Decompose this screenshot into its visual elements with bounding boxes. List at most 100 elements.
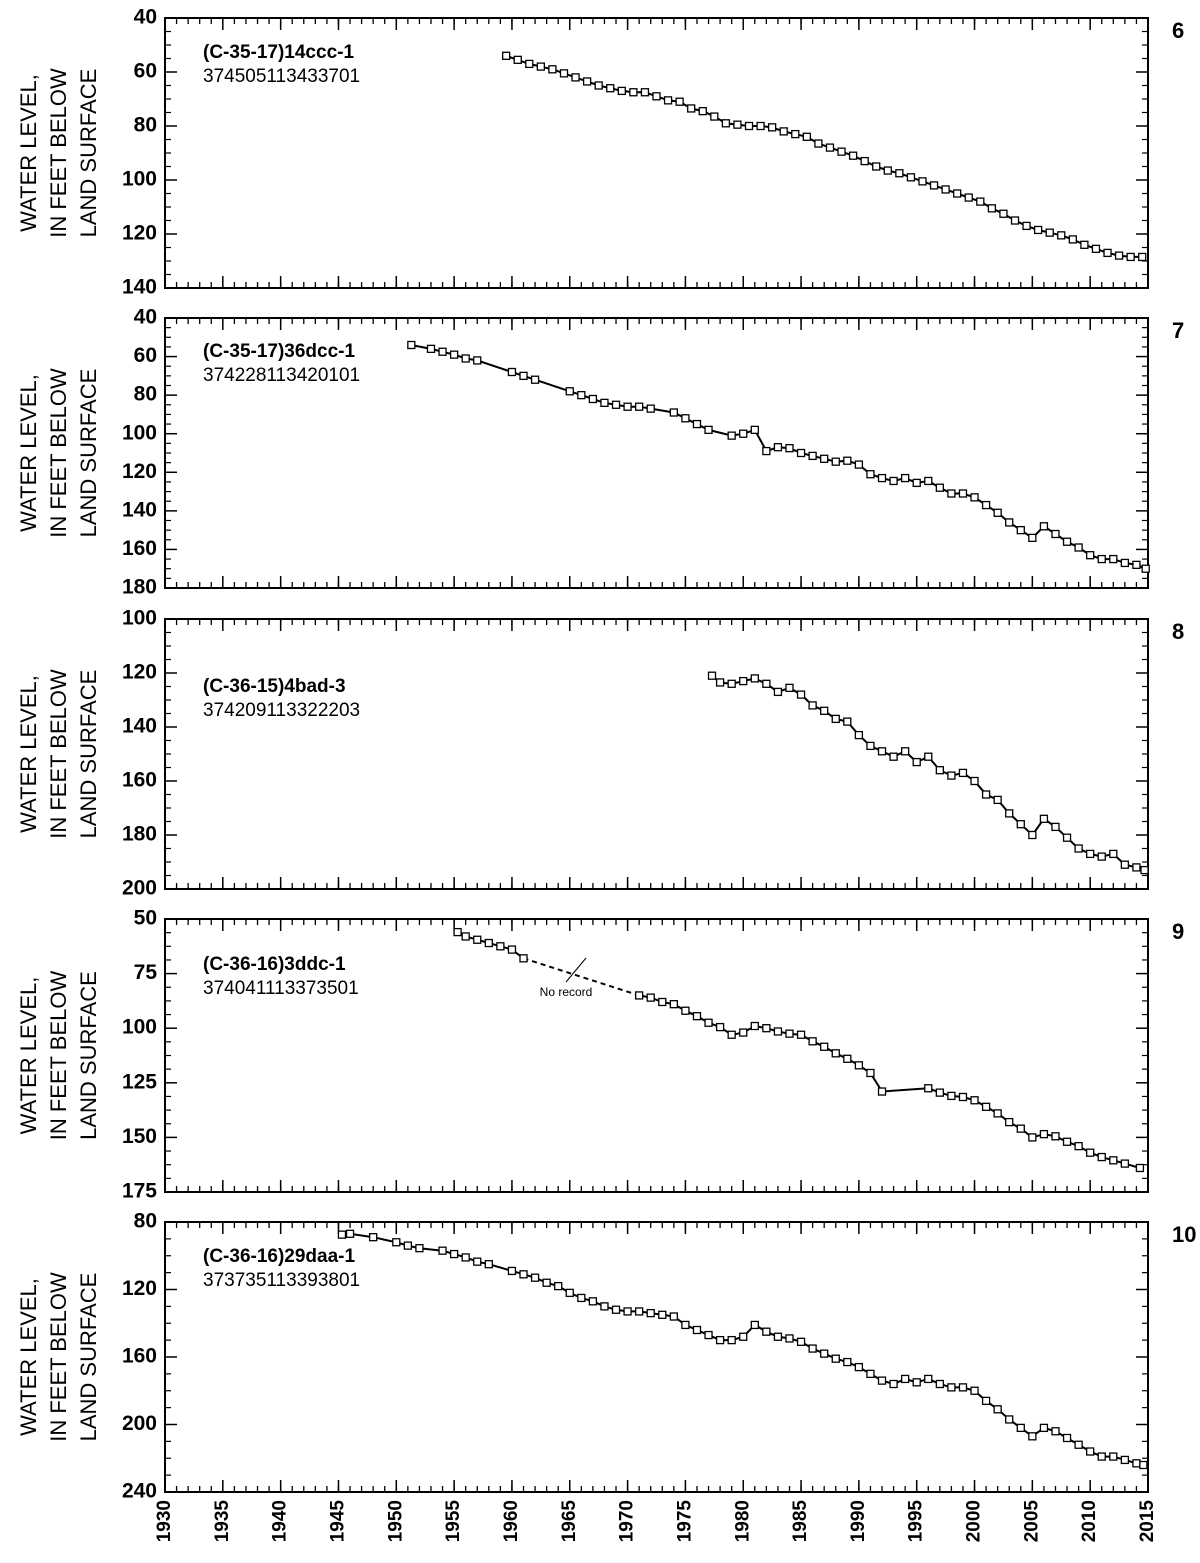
x-tick-label: 1990 xyxy=(848,1500,869,1542)
data-point xyxy=(964,193,973,202)
data-point xyxy=(762,1024,771,1033)
data-point xyxy=(658,997,667,1007)
data-point xyxy=(1109,1452,1118,1461)
data-point xyxy=(606,84,615,93)
data-point xyxy=(438,1246,447,1255)
data-point xyxy=(947,1383,956,1392)
data-point xyxy=(1005,1415,1014,1424)
data-point xyxy=(415,1244,424,1253)
data-point xyxy=(1057,231,1066,240)
data-point xyxy=(704,1330,713,1340)
data-point xyxy=(611,1305,621,1314)
x-tick-label: 2005 xyxy=(1021,1500,1042,1543)
data-point xyxy=(1097,1152,1106,1162)
data-point xyxy=(1120,558,1130,568)
data-point xyxy=(675,97,684,106)
data-point xyxy=(461,932,470,941)
data-point xyxy=(837,147,846,156)
data-point xyxy=(681,1006,690,1015)
data-point xyxy=(617,86,626,96)
data-point xyxy=(1086,1148,1095,1157)
well-name: (C-35-17)14ccc-1 xyxy=(203,42,354,63)
data-point xyxy=(1016,1423,1025,1433)
data-point xyxy=(750,674,759,683)
y-axis-label: WATER LEVEL, xyxy=(16,1278,41,1436)
data-point xyxy=(866,470,875,479)
site-id: 374041113373501 xyxy=(203,978,359,999)
data-point xyxy=(588,1297,598,1306)
data-point xyxy=(646,1308,655,1318)
data-point xyxy=(337,1230,347,1239)
data-point xyxy=(831,457,840,466)
y-tick-label: 140 xyxy=(122,498,157,521)
y-tick-label: 100 xyxy=(122,607,157,630)
data-point xyxy=(866,1369,875,1379)
data-point xyxy=(403,1241,413,1250)
data-point xyxy=(600,1302,609,1311)
data-point xyxy=(704,425,713,435)
data-point xyxy=(1074,543,1083,552)
data-point xyxy=(993,1109,1002,1118)
data-point xyxy=(750,1320,759,1330)
data-point xyxy=(1120,1455,1130,1465)
data-point xyxy=(530,1273,540,1282)
data-point xyxy=(808,1037,817,1046)
data-point xyxy=(877,1087,887,1096)
data-point xyxy=(912,757,921,767)
site-id: 374505113433701 xyxy=(203,66,360,87)
data-point xyxy=(1097,554,1106,564)
data-point xyxy=(453,927,462,937)
data-point xyxy=(958,1092,968,1102)
data-point xyxy=(1132,1459,1141,1468)
x-tick-label: 1995 xyxy=(906,1500,927,1543)
data-line xyxy=(411,344,1147,570)
data-point xyxy=(681,414,690,423)
data-point xyxy=(692,1325,702,1335)
data-point xyxy=(831,1354,840,1363)
data-point xyxy=(1120,860,1130,869)
data-point xyxy=(773,443,783,452)
data-point xyxy=(1039,522,1049,531)
data-point xyxy=(860,156,869,166)
data-point xyxy=(1114,251,1124,260)
data-point xyxy=(854,1362,864,1372)
data-point xyxy=(571,73,580,82)
y-axis-label: WATER LEVEL, xyxy=(16,675,41,833)
data-point xyxy=(900,1374,910,1384)
data-point xyxy=(1132,560,1141,570)
y-tick-label: 120 xyxy=(122,661,157,684)
y-tick-label: 80 xyxy=(134,1210,157,1233)
data-point xyxy=(1005,1117,1014,1127)
panel: 40 60 80 100 120 140 160 180 WATER LEVEL, IN FEET… xyxy=(16,306,1184,599)
data-point xyxy=(987,204,997,213)
data-point xyxy=(767,123,777,132)
data-point xyxy=(1135,1163,1145,1173)
data-point xyxy=(872,162,881,171)
data-point xyxy=(1010,216,1020,225)
data-point xyxy=(779,127,788,136)
data-point xyxy=(1062,537,1072,546)
data-point xyxy=(1028,1133,1037,1142)
y-axis-label: IN FEET BELOW xyxy=(46,368,71,538)
data-point xyxy=(542,1278,551,1287)
data-point xyxy=(687,104,696,113)
data-point xyxy=(773,1332,783,1341)
data-point xyxy=(640,88,650,97)
data-point xyxy=(924,1374,933,1384)
y-tick-label: 180 xyxy=(122,823,157,846)
data-point xyxy=(1005,518,1014,527)
y-tick-label: 240 xyxy=(122,1480,157,1503)
data-point xyxy=(707,671,717,680)
y-tick-label: 100 xyxy=(122,1016,157,1039)
data-point xyxy=(1005,809,1014,818)
y-tick-label: 60 xyxy=(134,60,157,83)
data-point xyxy=(958,1383,968,1392)
x-tick-label: 1930 xyxy=(154,1500,175,1542)
data-point xyxy=(889,1379,898,1389)
data-point xyxy=(785,444,794,453)
y-tick-label: 100 xyxy=(122,421,157,444)
y-tick-label: 80 xyxy=(134,383,157,406)
data-point xyxy=(1109,1156,1118,1165)
data-point xyxy=(600,398,609,408)
